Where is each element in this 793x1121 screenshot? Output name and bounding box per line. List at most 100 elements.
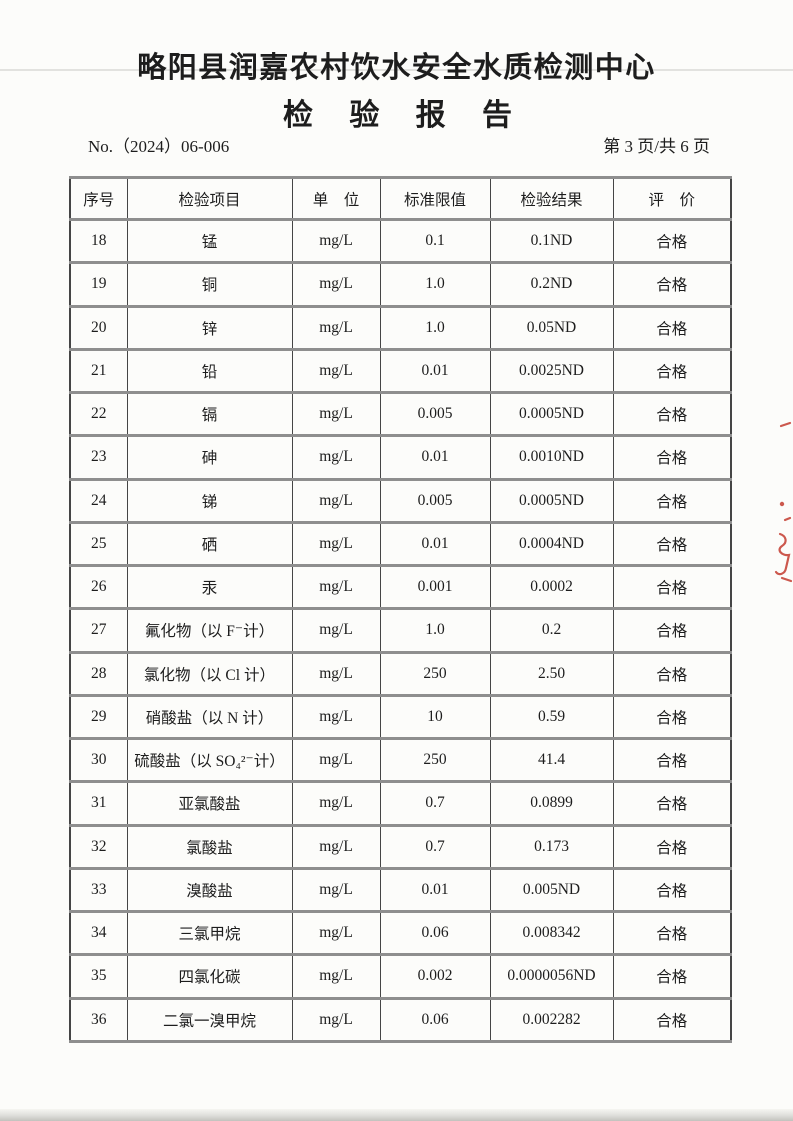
report-title: 检 验 报 告	[282, 99, 526, 132]
cell-evaluation: 合格	[612, 347, 732, 395]
cell-evaluation: 合格	[612, 866, 732, 914]
cell-item: 锰	[126, 217, 293, 265]
cell-item: 砷	[126, 434, 293, 481]
cell-unit: mg/L	[291, 909, 381, 957]
cell-evaluation: 合格	[612, 823, 732, 870]
cell-item: 铅	[126, 347, 293, 395]
cell-evaluation: 合格	[612, 477, 732, 524]
cell-result: 0.005ND	[489, 866, 614, 914]
cell-unit: mg/L	[291, 261, 381, 308]
cell-result: 0.1ND	[489, 217, 614, 265]
cell-limit: 0.7	[379, 780, 491, 827]
cell-limit: 1.0	[379, 304, 491, 351]
cell-limit: 1.0	[379, 261, 491, 308]
cell-no: 33	[69, 866, 128, 914]
table-row: 29 硝酸盐（以 N 计） mg/L 10 0.59 合格	[69, 693, 732, 741]
cell-item: 锌	[126, 304, 293, 351]
cell-result: 0.002282	[489, 996, 614, 1043]
cell-unit: mg/L	[291, 217, 381, 265]
cell-limit: 0.01	[379, 866, 491, 914]
table-row: 20 锌 mg/L 1.0 0.05ND 合格	[69, 304, 732, 351]
cell-limit: 0.002	[379, 953, 491, 1000]
cell-no: 21	[69, 347, 128, 395]
cell-limit: 0.01	[379, 434, 491, 481]
table-row: 21 铅 mg/L 0.01 0.0025ND 合格	[69, 347, 732, 395]
column-header-limit: 标准限值	[379, 176, 491, 221]
cell-unit: mg/L	[291, 953, 381, 1000]
cell-item: 汞	[126, 563, 293, 611]
cell-limit: 250	[379, 650, 491, 697]
scan-artifact-bottom-strip	[0, 1109, 793, 1121]
cell-item: 镉	[126, 390, 293, 438]
cell-no: 22	[69, 390, 128, 438]
cell-unit: mg/L	[291, 390, 381, 438]
cell-result: 0.008342	[489, 909, 614, 957]
cell-no: 36	[69, 996, 128, 1043]
cell-item: 氯化物（以 Cl 计）	[126, 650, 293, 697]
cell-no: 29	[69, 693, 128, 741]
cell-item: 铜	[126, 261, 293, 308]
cell-no: 24	[69, 477, 128, 524]
cell-unit: mg/L	[291, 996, 381, 1043]
table-row: 22 镉 mg/L 0.005 0.0005ND 合格	[69, 390, 732, 438]
cell-evaluation: 合格	[612, 261, 732, 308]
cell-result: 0.05ND	[489, 304, 614, 351]
cell-result: 0.0005ND	[489, 390, 614, 438]
cell-item: 氯酸盐	[126, 823, 293, 870]
cell-evaluation: 合格	[612, 607, 732, 654]
cell-limit: 0.1	[379, 217, 491, 265]
column-header-no: 序号	[69, 176, 128, 221]
cell-unit: mg/L	[291, 693, 381, 741]
table-row: 25 硒 mg/L 0.01 0.0004ND 合格	[69, 520, 732, 568]
cell-result: 0.59	[489, 693, 614, 741]
cell-evaluation: 合格	[612, 217, 732, 265]
table-row: 35 四氯化碳 mg/L 0.002 0.0000056ND 合格	[69, 953, 732, 1000]
cell-no: 32	[69, 823, 128, 870]
cell-no: 28	[69, 650, 128, 697]
cell-evaluation: 合格	[612, 996, 732, 1043]
cell-unit: mg/L	[291, 520, 381, 568]
table-row: 30 硫酸盐（以 SO₄²⁻计） mg/L 250 41.4 合格	[69, 736, 732, 784]
cell-no: 26	[69, 563, 128, 611]
column-header-unit: 单 位	[291, 176, 381, 221]
cell-unit: mg/L	[291, 823, 381, 870]
cell-no: 18	[69, 217, 128, 265]
table-row: 19 铜 mg/L 1.0 0.2ND 合格	[69, 261, 732, 308]
cell-no: 35	[69, 953, 128, 1000]
cell-item: 溴酸盐	[126, 866, 293, 914]
cell-result: 0.0899	[489, 780, 614, 827]
cell-no: 25	[69, 520, 128, 568]
cell-result: 0.2ND	[489, 261, 614, 308]
cell-result: 0.2	[489, 607, 614, 654]
report-center-name: 略阳县润嘉农村饮水安全水质检测中心	[137, 52, 656, 84]
cell-item: 硒	[126, 520, 293, 568]
table-row: 31 亚氯酸盐 mg/L 0.7 0.0899 合格	[69, 780, 732, 827]
cell-item: 二氯一溴甲烷	[126, 996, 293, 1043]
cell-item: 氟化物（以 F⁻计）	[126, 607, 293, 654]
cell-unit: mg/L	[291, 563, 381, 611]
cell-limit: 0.005	[379, 477, 491, 524]
table-row: 28 氯化物（以 Cl 计） mg/L 250 2.50 合格	[69, 650, 732, 697]
cell-limit: 0.06	[379, 996, 491, 1043]
cell-result: 0.0002	[489, 563, 614, 611]
cell-limit: 0.001	[379, 563, 491, 611]
column-header-result: 检验结果	[489, 176, 614, 221]
cell-result: 0.0000056ND	[489, 953, 614, 1000]
cell-no: 19	[69, 261, 128, 308]
table-header-row: 序号 检验项目 单 位 标准限值 检验结果 评 价	[69, 176, 732, 221]
cell-unit: mg/L	[291, 866, 381, 914]
cell-evaluation: 合格	[612, 520, 732, 568]
table-row: 36 二氯一溴甲烷 mg/L 0.06 0.002282 合格	[69, 996, 732, 1043]
cell-no: 23	[69, 434, 128, 481]
cell-limit: 0.005	[379, 390, 491, 438]
cell-no: 34	[69, 909, 128, 957]
cell-result: 0.0004ND	[489, 520, 614, 568]
table-row: 27 氟化物（以 F⁻计） mg/L 1.0 0.2 合格	[69, 607, 732, 654]
cell-limit: 1.0	[379, 607, 491, 654]
table-row: 34 三氯甲烷 mg/L 0.06 0.008342 合格	[69, 909, 732, 957]
cell-unit: mg/L	[291, 736, 381, 784]
cell-evaluation: 合格	[612, 736, 732, 784]
cell-no: 27	[69, 607, 128, 654]
table-row: 18 锰 mg/L 0.1 0.1ND 合格	[69, 217, 732, 265]
